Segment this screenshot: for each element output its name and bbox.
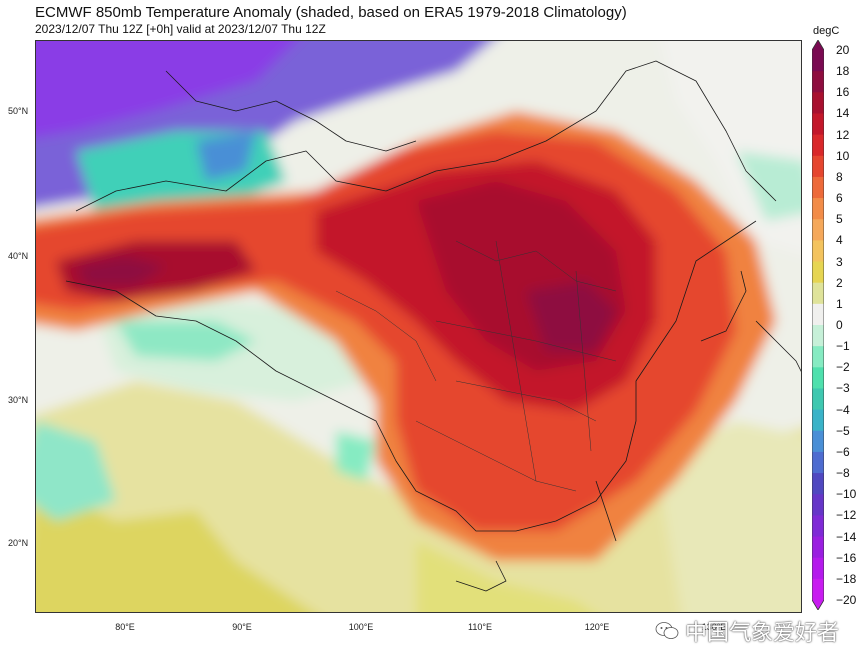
colorbar-swatch <box>812 261 824 284</box>
colorbar-swatch <box>812 176 824 199</box>
colorbar-swatch <box>812 430 824 453</box>
colorbar-max-arrow <box>812 40 824 50</box>
colorbar-tick-label: 3 <box>836 254 843 269</box>
colorbar-swatch <box>812 113 824 136</box>
colorbar-tick-label: 14 <box>836 106 850 121</box>
wechat-icon <box>655 622 679 639</box>
country-borders <box>65 60 801 592</box>
lon-label-90: 90°E <box>232 622 252 632</box>
colorbar-swatch <box>812 409 824 432</box>
colorbar-tick-label: 4 <box>836 233 843 248</box>
colorbar-swatch <box>812 282 824 305</box>
colorbar-swatch <box>812 303 824 326</box>
colorbar-swatch <box>812 473 824 495</box>
lat-label-30: 30°N <box>8 395 29 405</box>
colorbar-tick-label: 20 <box>836 43 850 57</box>
colorbar-swatch <box>812 50 824 72</box>
colorbar-tick-label: −5 <box>836 423 850 438</box>
colorbar-swatch <box>812 515 824 538</box>
colorbar-swatch <box>812 240 824 263</box>
colorbar-swatch <box>812 494 824 516</box>
colorbar-tick-label: −16 <box>836 550 857 565</box>
colorbar-swatch <box>812 578 824 601</box>
lat-label-40: 40°N <box>8 251 29 261</box>
colorbar-tick-label: 0 <box>836 318 843 332</box>
colorbar-tick-label: 6 <box>836 191 843 206</box>
lon-label-100: 100°E <box>348 622 374 632</box>
colorbar-swatch <box>812 451 824 474</box>
colorbar-tick-label: 16 <box>836 85 850 100</box>
chart-title: ECMWF 850mb Temperature Anomaly (shaded,… <box>35 4 627 21</box>
colorbar-tick-label: −10 <box>836 487 857 502</box>
colorbar-swatch <box>812 536 824 559</box>
colorbar-swatch <box>812 198 824 220</box>
colorbar-tick-label: −3 <box>836 381 850 396</box>
watermark-text: 中国气象爱好者 <box>685 620 840 645</box>
colorbar-tick-label: 10 <box>836 148 850 163</box>
colorbar-tick-label: −20 <box>836 593 857 607</box>
lon-label-130: 130°E <box>701 622 727 632</box>
colorbar-swatch <box>812 219 824 241</box>
colorbar-swatch <box>812 134 824 157</box>
colorbar-tick-label: 1 <box>836 296 843 311</box>
colorbar-tick-label: 8 <box>836 169 843 184</box>
colorbar-tick-label: −14 <box>836 529 857 544</box>
colorbar-swatch <box>812 325 824 347</box>
colorbar-swatch <box>812 346 824 368</box>
colorbar-swatch <box>812 71 824 93</box>
anomaly-map <box>35 40 802 613</box>
colorbar-tick-label: −1 <box>836 339 850 354</box>
colorbar-swatch <box>812 388 824 411</box>
lon-label-110: 110°E <box>468 622 492 632</box>
province-borders <box>335 240 617 492</box>
colorbar <box>812 40 824 610</box>
colorbar-swatch <box>812 92 824 114</box>
colorbar-tick-label: 2 <box>836 275 843 290</box>
colorbar-tick-label: −6 <box>836 444 850 459</box>
colorbar-tick-label: −12 <box>836 508 857 523</box>
colorbar-swatch <box>812 155 824 178</box>
watermark: 中国气象爱好者 <box>655 615 839 647</box>
colorbar-tick-label: −2 <box>836 360 850 375</box>
lon-label-80: 80°E <box>115 622 135 632</box>
colorbar-tick-label: 18 <box>836 64 850 79</box>
lat-label-20: 20°N <box>8 538 29 548</box>
anomaly-shading <box>36 41 801 612</box>
colorbar-min-arrow <box>812 600 824 610</box>
anomaly-map-graphic <box>36 41 801 612</box>
colorbar-tick-label: −18 <box>836 571 857 586</box>
colorbar-tick-label: −8 <box>836 466 850 481</box>
colorbar-swatch <box>812 367 824 389</box>
colorbar-unit: degC <box>813 25 840 37</box>
colorbar-tick-label: 12 <box>836 127 850 142</box>
colorbar-tick-label: −4 <box>836 402 850 417</box>
lat-label-50: 50°N <box>8 106 29 116</box>
lon-label-120: 120°E <box>584 622 610 632</box>
chart-subtitle: 2023/12/07 Thu 12Z [+0h] valid at 2023/1… <box>35 22 326 36</box>
colorbar-tick-label: 5 <box>836 212 843 227</box>
colorbar-swatch <box>812 557 824 580</box>
